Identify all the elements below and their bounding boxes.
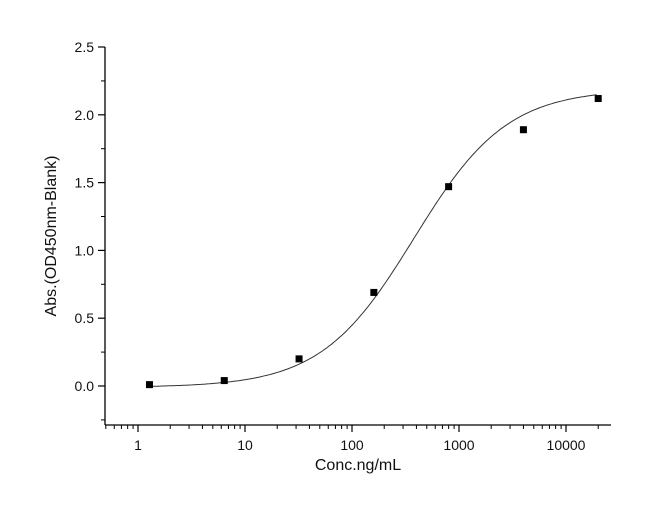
data-point-marker — [145, 381, 153, 389]
data-point-marker — [370, 288, 378, 296]
x-tick-label: 100 — [340, 437, 364, 453]
y-tick-label: 1.0 — [75, 242, 95, 258]
x-tick-label: 10000 — [547, 437, 586, 453]
y-tick-label: 2.5 — [75, 39, 95, 55]
data-point-marker — [220, 377, 228, 385]
y-tick-label: 1.5 — [75, 175, 95, 191]
y-tick-label: 0.5 — [75, 310, 95, 326]
x-tick-label: 1 — [134, 437, 142, 453]
y-tick-label: 0.0 — [75, 378, 95, 394]
y-axis-title: Abs.(OD450nm-Blank) — [43, 156, 60, 317]
y-tick-label: 2.0 — [75, 107, 95, 123]
x-axis-ticks: 1 10 100 1000 10000 — [105, 425, 599, 453]
data-point-marker — [519, 126, 527, 134]
data-point-marker — [445, 183, 453, 191]
data-point-marker — [295, 355, 303, 363]
x-tick-label: 10 — [237, 437, 253, 453]
x-tick-label: 1000 — [443, 437, 474, 453]
fitted-curve-line — [149, 94, 597, 387]
data-points — [145, 95, 602, 389]
x-axis-title: Conc.ng/mL — [315, 457, 401, 474]
data-point-marker — [594, 95, 602, 103]
plot-area: 0.0 0.5 1.0 1.5 2.0 2.5 1 10 100 1000 10000 — [75, 39, 611, 453]
y-axis-ticks: 0.0 0.5 1.0 1.5 2.0 2.5 — [75, 39, 105, 421]
